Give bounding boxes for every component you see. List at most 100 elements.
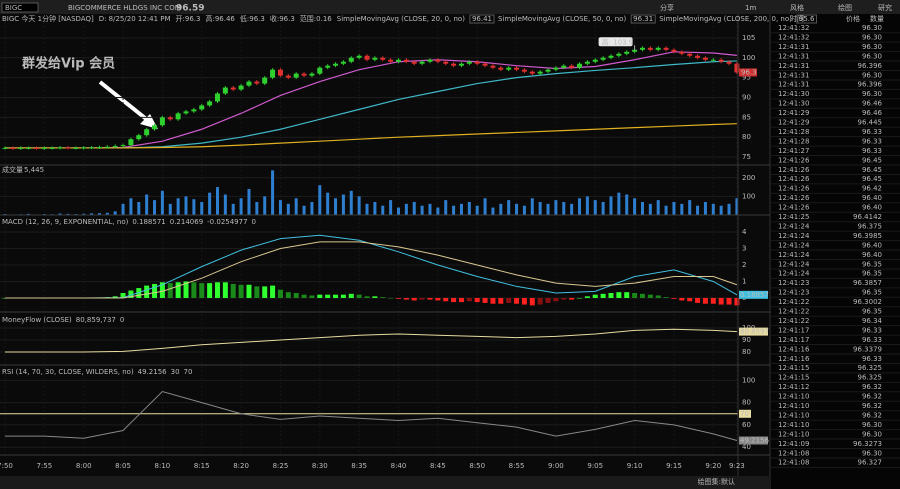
macd-hist (159, 282, 165, 298)
ts-time: 12:41:24 (778, 222, 810, 230)
chart-title: BIGC 今天 1分钟 [NASDAQ] (2, 14, 94, 23)
macd-hist (348, 293, 354, 298)
volume-bar (373, 201, 377, 215)
candle (309, 73, 315, 76)
candle (427, 59, 433, 62)
volume-bar (420, 205, 424, 215)
candle (451, 63, 457, 66)
volume-bar (310, 201, 314, 215)
ts-price: 96.35 (862, 308, 882, 316)
macd-hist (506, 297, 512, 303)
ts-time: 12:41:31 (778, 52, 809, 60)
ts-time: 12:41:32 (778, 33, 809, 41)
ts-time: 12:41:23 (778, 279, 809, 287)
volume-bar (428, 203, 432, 215)
last-price-box (739, 68, 757, 77)
ts-price: 96.32 (862, 393, 882, 401)
ts-time: 12:41:26 (778, 156, 810, 164)
ts-price: 96.32 (862, 411, 882, 419)
ts-price: 96.40 (862, 204, 882, 212)
x-tick-label: 8:05 (115, 462, 131, 470)
y-tick-label: 2 (742, 261, 746, 269)
volume-bar (389, 200, 393, 215)
macd-hist (120, 293, 126, 298)
candle (403, 59, 409, 62)
last-price: 96.59 (176, 4, 204, 14)
symbol-box[interactable] (1, 2, 39, 13)
volume-bar (231, 203, 235, 215)
toolbar-button[interactable]: 1m (745, 4, 756, 12)
macd-readout: -0.0254977 (207, 218, 247, 226)
ts-price: 96.34 (862, 317, 883, 325)
toolbar-button[interactable]: 风格 (790, 3, 804, 12)
volume-bar (640, 201, 644, 215)
ts-time: 12:41:10 (778, 393, 809, 401)
candle (96, 147, 102, 149)
macd-hist (167, 283, 173, 298)
y-tick-label: 1 (742, 277, 746, 285)
ts-price: 96.325 (858, 364, 883, 372)
macd-hist (191, 282, 197, 298)
header-item: D: 8/25/20 12:41 PM (99, 15, 171, 23)
volume-bar (452, 205, 456, 215)
high-label: 高: 103.9 (602, 37, 634, 46)
macd-hist (325, 294, 331, 298)
ts-price: 96.30 (862, 430, 882, 438)
candle (372, 57, 378, 60)
ts-time: 12:41:24 (778, 241, 810, 249)
x-tick-label: 9:10 (627, 462, 643, 470)
candle (167, 117, 173, 120)
ts-time: 12:41:22 (778, 317, 809, 325)
toolbar-button[interactable]: 分享 (660, 3, 674, 12)
candle (710, 59, 716, 61)
moving-average (5, 51, 737, 149)
macd-hist (514, 297, 520, 304)
macd-hist (427, 297, 433, 300)
macd-hist (498, 297, 504, 304)
ts-price: 96.327 (858, 459, 883, 467)
panel-label: MACD (12, 26, 9, EXPONENTIAL, no) (2, 218, 129, 226)
y-tick-label: 90 (742, 336, 751, 344)
macd-hist (577, 297, 583, 299)
candle (679, 51, 685, 54)
ts-price: 96.3857 (853, 279, 882, 287)
candle (702, 57, 708, 60)
volume-bar (562, 201, 566, 215)
ts-price: 96.40 (862, 251, 882, 259)
volume-bar (66, 213, 70, 215)
volume-bar (499, 203, 503, 215)
candle (222, 87, 228, 94)
x-tick-label: 9:23 (729, 462, 745, 470)
volume-bar (578, 198, 582, 215)
macd-hist (144, 285, 150, 298)
candle (285, 75, 291, 78)
toolbar-button[interactable]: 绘图 (838, 3, 852, 12)
ts-price: 96.30 (862, 24, 882, 32)
rsi-readout: 70 (184, 368, 193, 376)
ts-price: 96.3985 (853, 232, 882, 240)
candle (199, 105, 205, 110)
macd-hist (372, 296, 378, 298)
candle (175, 113, 181, 120)
volume-bar (404, 203, 408, 215)
volume-bar (365, 203, 369, 215)
volume-bar (334, 198, 338, 215)
candle (608, 55, 614, 58)
macd-readout: 0 (252, 218, 256, 226)
candle (262, 77, 268, 84)
study-value-box (630, 14, 656, 24)
volume-bar (239, 198, 243, 215)
volume-bar (475, 205, 479, 215)
x-tick-label: 8:40 (391, 462, 407, 470)
candle (144, 129, 150, 136)
candle (293, 73, 299, 78)
macd-readout: 0.188571 (132, 218, 165, 226)
x-tick-label: 7:55 (36, 462, 52, 470)
rsi-level-label: 70 (740, 410, 749, 418)
volume-bar (168, 203, 172, 215)
macd-hist (246, 284, 252, 298)
toolbar-button[interactable]: 研究 (878, 3, 892, 12)
macd-hist (490, 297, 496, 304)
moneyflow-last-label: 80.8597 (740, 328, 769, 336)
candle (246, 81, 252, 86)
